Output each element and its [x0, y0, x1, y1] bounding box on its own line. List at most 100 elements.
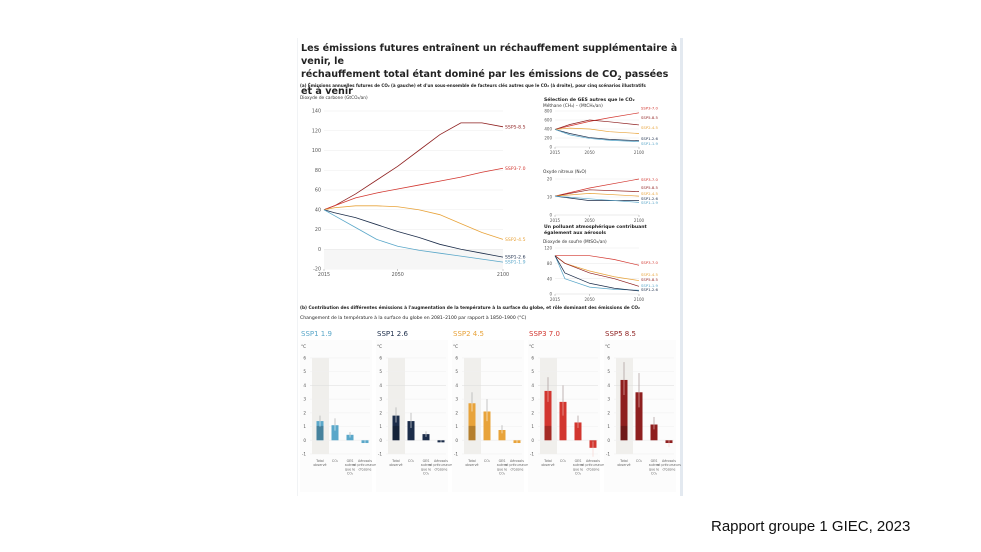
- y-tick-label: 0: [455, 438, 458, 443]
- x-tick-label: 2100: [497, 272, 509, 278]
- x-tick-label: 2050: [392, 272, 404, 278]
- y-tick-label: 2: [607, 410, 610, 415]
- category-label: d'ozone: [359, 467, 372, 471]
- series-label-ssp2-4.5: SSP2-4.5: [641, 125, 659, 130]
- y-tick-label: -1: [454, 452, 459, 457]
- bar-1: [559, 401, 567, 441]
- category-label: que le: [649, 467, 659, 471]
- x-tick-label: 2100: [634, 297, 645, 302]
- y-tick-label: 5: [531, 369, 534, 374]
- co2-line-chart: Dioxyde de carbone (GtCO₂/an) -20 0 20 40 60 8…: [300, 95, 526, 278]
- so2-line-chart: Dioxyde de soufre (MtSO₂/an) 0 40 80 120 2015…: [543, 239, 659, 302]
- bar-2: [574, 422, 582, 441]
- y-tick-label: 400: [544, 127, 552, 132]
- bar-0: [620, 379, 628, 441]
- y-tick-label: 10: [547, 195, 553, 200]
- historic-portion: [620, 425, 628, 441]
- series-line-ssp2-4.5: [554, 255, 640, 281]
- y-tick-label: 0: [318, 247, 321, 253]
- series-label-ssp1-1.9: SSP1-1.9: [641, 141, 659, 146]
- category-label: observé: [541, 463, 554, 467]
- series-line-ssp3-7.0: [323, 167, 504, 211]
- category-label: CO₂: [332, 459, 339, 463]
- bar-1: [407, 421, 415, 441]
- series-line-ssp2-4.5: [554, 193, 640, 197]
- series-label-ssp5-8.5: SSP5-8.5: [641, 115, 659, 120]
- bar-1: [483, 411, 491, 441]
- category-label: d'ozone: [435, 467, 448, 471]
- y-tick-label: 4: [379, 383, 382, 388]
- category-label: Total: [391, 459, 400, 463]
- series-label-ssp1-1.9: SSP1-1.9: [641, 200, 659, 205]
- title-subscript: 2: [617, 74, 622, 82]
- y-tick-label: -1: [302, 452, 307, 457]
- category-label: CO₂: [499, 472, 506, 476]
- y-tick-label: -1: [606, 452, 611, 457]
- panel-b-sublabel: Changement de la température à la surfac…: [300, 316, 527, 321]
- y-tick-label: 1: [303, 424, 306, 429]
- y-tick-label: 3: [607, 397, 610, 402]
- category-label: CO₂: [636, 459, 643, 463]
- series-line-ssp1-2.6: [554, 129, 640, 142]
- chart-title: Méthane (CH₄) – (MtCH₄/an): [543, 102, 603, 109]
- category-label: Aérosols: [510, 459, 524, 463]
- panel-a-label: (a) Émissions annuelles futures de CO₂ (…: [300, 83, 646, 88]
- y-tick-label: 40: [315, 207, 321, 213]
- y-tick-label: 3: [455, 397, 458, 402]
- y-tick-label: 100: [312, 148, 321, 154]
- series-label-ssp3-7.0: SSP3-7.0: [641, 260, 659, 265]
- series-label-ssp5-8.5: SSP5-8.5: [505, 124, 526, 130]
- series-label-ssp5-8.5: SSP5-8.5: [641, 185, 659, 190]
- unit-label: °C: [377, 344, 382, 349]
- x-tick-label: 2015: [318, 272, 330, 278]
- y-tick-label: 3: [303, 397, 306, 402]
- y-tick-label: 60: [315, 188, 321, 194]
- y-tick-label: 2: [531, 410, 534, 415]
- series-line-ssp3-7.0: [555, 255, 640, 266]
- series-label-ssp3-7.0: SSP3-7.0: [505, 166, 526, 172]
- y-tick-label: 3: [531, 397, 534, 402]
- unit-label: °C: [301, 344, 306, 349]
- category-label: observé: [617, 463, 630, 467]
- x-tick-label: 2015: [550, 297, 561, 302]
- series-line-ssp5-8.5: [554, 119, 640, 130]
- series-line-ssp1-1.9: [554, 195, 640, 203]
- x-tick-label: 2015: [550, 150, 561, 155]
- bar-1: [331, 425, 339, 441]
- category-label: GES: [347, 459, 354, 463]
- y-tick-label: 0: [379, 438, 382, 443]
- series-label-ssp1-2.6: SSP1-2.6: [641, 136, 659, 141]
- series-label-ssp2-4.5: SSP2-4.5: [641, 272, 659, 277]
- y-tick-label: 1: [607, 424, 610, 429]
- category-label: d'ozone: [587, 467, 600, 471]
- series-label-ssp1-2.6: SSP1-2.6: [641, 196, 659, 201]
- chart-title: Dioxyde de carbone (GtCO₂/an): [300, 95, 368, 101]
- category-label: et précurseurs: [429, 463, 453, 467]
- y-tick-label: 120: [544, 246, 552, 251]
- bar-0: [468, 403, 476, 441]
- category-label: CO₂: [575, 472, 582, 476]
- category-label: Aérosols: [586, 459, 600, 463]
- series-line-ssp1-2.6: [554, 255, 640, 292]
- unit-label: °C: [453, 344, 458, 349]
- series-line-ssp3-7.0: [554, 112, 640, 130]
- scenario-label-ssp5-8.5: SSP5 8.5: [605, 330, 636, 338]
- y-tick-label: 0: [549, 145, 552, 150]
- category-label: CO₂: [408, 459, 415, 463]
- y-tick-label: 6: [379, 356, 382, 361]
- y-tick-label: 20: [315, 227, 321, 233]
- n2o-line-chart: Oxyde nitreux (N₂O) 0 10 20 2015 2050 2100 SSP3…: [543, 169, 659, 223]
- category-label: Total: [619, 459, 628, 463]
- category-label: Aérosols: [662, 459, 676, 463]
- y-tick-label: 800: [544, 109, 552, 114]
- category-label: que le: [345, 467, 355, 471]
- x-tick-label: 2015: [550, 218, 561, 223]
- series-line-ssp1-1.9: [323, 209, 504, 263]
- category-label: et précurseurs: [657, 463, 681, 467]
- y-tick-label: 5: [455, 369, 458, 374]
- category-label: autres: [345, 463, 356, 467]
